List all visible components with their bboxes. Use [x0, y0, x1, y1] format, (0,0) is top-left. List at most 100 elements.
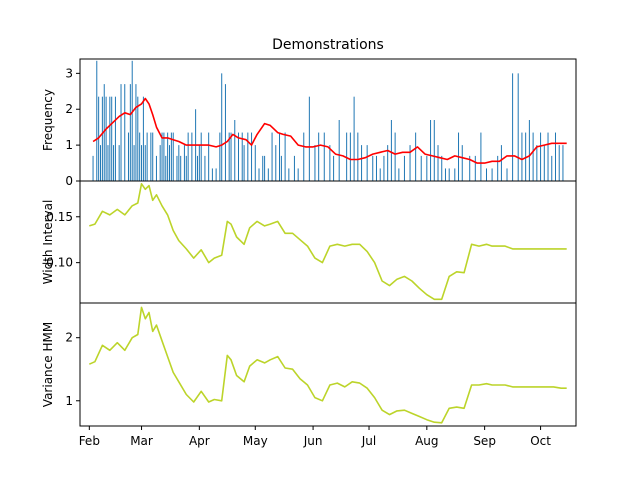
- bar: [430, 120, 432, 181]
- y-tick-label: 3: [65, 66, 73, 80]
- bar: [243, 145, 245, 181]
- bar: [409, 145, 411, 181]
- y-axis-label: Variance HMM: [41, 322, 55, 407]
- bar: [111, 96, 113, 181]
- y-tick-label: 0.10: [46, 256, 73, 270]
- bar: [107, 145, 109, 181]
- bar: [279, 132, 281, 181]
- bar: [383, 155, 385, 181]
- y-tick-label: 2: [65, 331, 73, 345]
- bar: [142, 96, 144, 181]
- x-tick-label: Sep: [473, 434, 496, 448]
- bar: [525, 132, 527, 181]
- bar: [264, 155, 266, 181]
- bar: [92, 155, 94, 181]
- bar: [540, 132, 542, 181]
- bar: [284, 132, 286, 181]
- bar: [251, 132, 253, 181]
- bar: [318, 132, 320, 181]
- bar: [379, 168, 381, 181]
- bar: [454, 168, 456, 181]
- bar: [254, 145, 256, 181]
- bar: [258, 168, 260, 181]
- bar: [491, 168, 493, 181]
- panel-3: 1 2 Variance HMM: [41, 302, 577, 427]
- bar: [139, 132, 141, 181]
- bar: [163, 132, 165, 181]
- bar: [127, 132, 129, 181]
- x-tick-label: Jun: [303, 434, 323, 448]
- bar: [554, 132, 556, 181]
- bar: [118, 145, 120, 181]
- x-axis: Feb Mar Apr May Jun Jul Aug Sep Oct: [79, 426, 551, 448]
- bar: [178, 145, 180, 181]
- bar: [415, 132, 417, 181]
- bar: [170, 132, 172, 181]
- bar: [230, 132, 232, 181]
- bar: [191, 132, 193, 181]
- bar: [101, 96, 103, 181]
- bar: [461, 145, 463, 181]
- bar: [338, 120, 340, 181]
- y-axis-label: Frequency: [41, 89, 55, 151]
- bar: [180, 155, 182, 181]
- bar: [129, 84, 131, 181]
- bar: [113, 145, 115, 181]
- series-line: [89, 183, 567, 301]
- bar: [426, 155, 428, 181]
- bar: [98, 96, 100, 181]
- bar: [547, 132, 549, 181]
- bar: [500, 145, 502, 181]
- y-tick-label: 1: [65, 138, 73, 152]
- bar: [420, 155, 422, 181]
- bar: [506, 168, 508, 181]
- bar: [346, 132, 348, 181]
- bar: [433, 120, 435, 181]
- bar: [275, 145, 277, 181]
- bar: [333, 155, 335, 181]
- bar: [141, 145, 143, 181]
- bar: [176, 155, 178, 181]
- bar: [562, 145, 564, 181]
- bar: [329, 145, 331, 181]
- x-tick-label: Aug: [415, 434, 438, 448]
- y-tick-label: 2: [65, 102, 73, 116]
- bar: [536, 145, 538, 181]
- y-axis-label: Width Interval: [41, 200, 55, 285]
- bar: [109, 96, 111, 181]
- bar: [375, 155, 377, 181]
- bar: [224, 84, 226, 181]
- chart-title: Demonstrations: [272, 37, 384, 53]
- bar: [314, 145, 316, 181]
- bar: [161, 132, 163, 181]
- bar: [234, 120, 236, 181]
- bar: [185, 155, 187, 181]
- bar: [353, 96, 355, 181]
- bar: [165, 155, 167, 181]
- bar: [208, 132, 210, 181]
- bar: [237, 132, 239, 181]
- bar: [444, 168, 446, 181]
- bar: [169, 145, 171, 181]
- x-tick-label: Oct: [530, 434, 551, 448]
- x-tick-label: Apr: [189, 434, 210, 448]
- bar: [137, 96, 139, 181]
- bar: [271, 132, 273, 181]
- bar: [103, 84, 105, 181]
- bar: [267, 168, 269, 181]
- bar: [288, 168, 290, 181]
- bar: [437, 145, 439, 181]
- bar: [480, 132, 482, 181]
- bar: [497, 155, 499, 181]
- bar: [372, 155, 374, 181]
- bar: [521, 132, 523, 181]
- x-tick-label: Jul: [361, 434, 376, 448]
- bar: [441, 155, 443, 181]
- bar: [390, 120, 392, 181]
- bar: [394, 132, 396, 181]
- bar: [387, 145, 389, 181]
- bar: [517, 73, 519, 181]
- bar: [551, 155, 553, 181]
- bar: [448, 168, 450, 181]
